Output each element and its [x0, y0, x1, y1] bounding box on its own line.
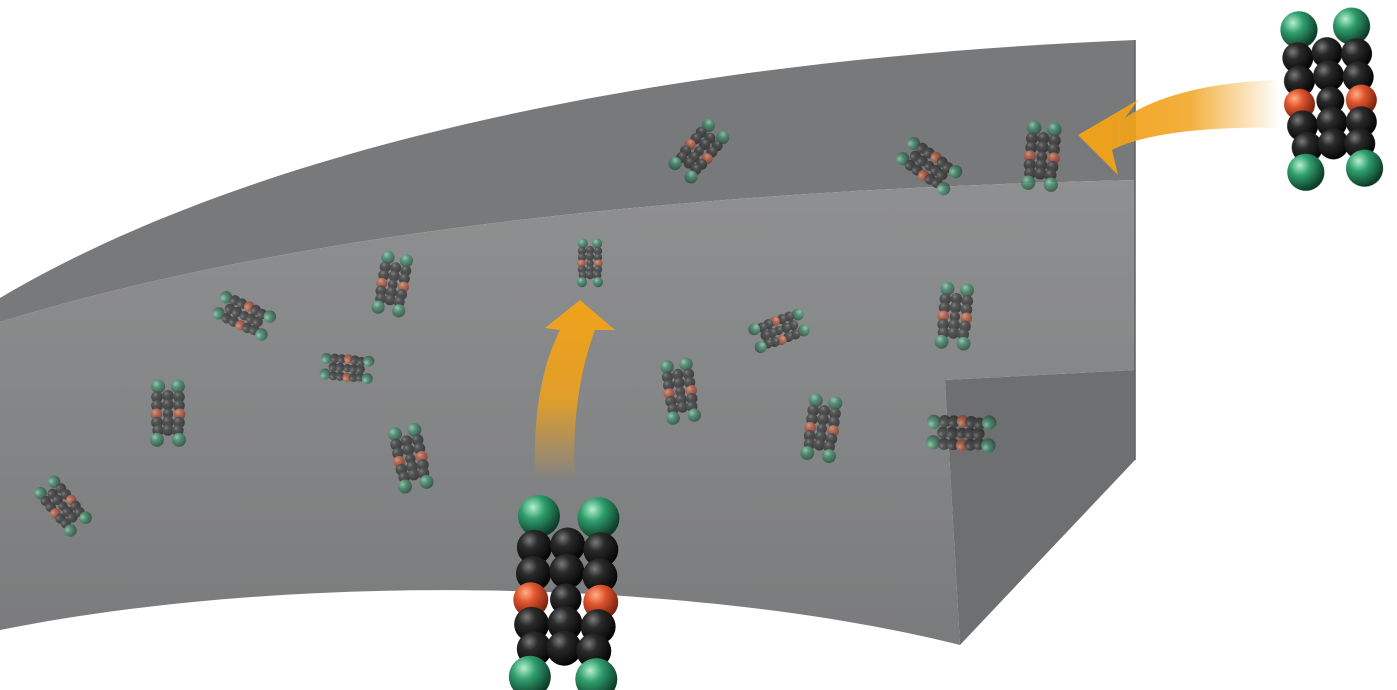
slab-top-face: [0, 40, 1135, 322]
molecule-top-right: [1276, 6, 1385, 193]
arrow-up: [534, 300, 615, 480]
slab-side-face: [945, 370, 1135, 645]
arrow-left: [1078, 80, 1280, 175]
